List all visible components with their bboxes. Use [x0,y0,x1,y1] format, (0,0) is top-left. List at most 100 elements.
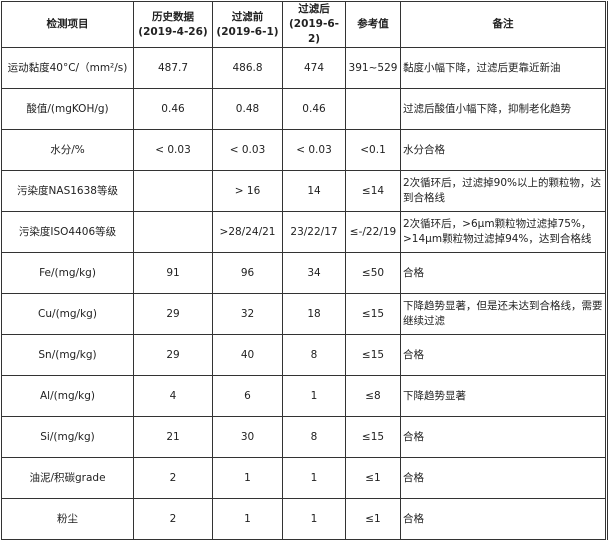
cell-note: 水分合格 [400,129,607,171]
table-row: Cu/(mg/kg) 29 32 18 ≤15 下降趋势显著，但是还未达到合格线，需要继续… [1,293,607,335]
column-header-line: 参考值 [357,18,389,30]
cell-before: 30 [212,416,283,458]
cell-after: 8 [282,416,346,458]
column-header-line: 历史数据 [152,10,194,23]
table-row: Si/(mg/kg) 21 30 8 ≤15 合格 [1,416,607,458]
cell-note: 下降趋势显著 [400,375,607,417]
cell-before: 32 [212,293,283,335]
column-header-line: 备注 [492,18,514,30]
cell-reference: ≤15 [345,293,401,335]
column-header-line: 过滤后 [298,3,330,15]
cell-history: 487.7 [133,47,213,89]
cell-history: 29 [133,334,213,376]
table-row: 酸值/(mgKOH/g) 0.46 0.48 0.46 过滤后酸值小幅下降，抑制老化趋势 [1,88,607,130]
cell-reference: ≤50 [345,252,401,294]
cell-before: > 16 [212,170,283,212]
column-header-item: 检测项目 [1,1,134,48]
cell-reference: ≤14 [345,170,401,212]
table-row: 运动黏度40°C/（mm²/s) 487.7 486.8 474 391~529 黏度小幅… [1,47,607,89]
cell-history: 0.46 [133,88,213,130]
cell-history: 2 [133,457,213,499]
cell-item: 粉尘 [1,498,134,540]
cell-after: 1 [282,498,346,540]
cell-note: 合格 [400,252,607,294]
cell-reference: ≤15 [345,416,401,458]
cell-after: 34 [282,252,346,294]
table-body: 运动黏度40°C/（mm²/s) 487.7 486.8 474 391~529 黏度小幅… [1,47,607,540]
cell-note: 过滤后酸值小幅下降，抑制老化趋势 [400,88,607,130]
cell-before: 1 [212,457,283,499]
table-row: 粉尘 2 1 1 ≤1 合格 [1,498,607,540]
cell-after: < 0.03 [282,129,346,171]
cell-reference: ≤8 [345,375,401,417]
cell-after: 1 [282,457,346,499]
cell-history: < 0.03 [133,129,213,171]
cell-before: 96 [212,252,283,294]
cell-history: 91 [133,252,213,294]
cell-item: Sn/(mg/kg) [1,334,134,376]
header-row: 检测项目 历史数据 (2019-4-26) 过滤前 (2019-6-1) 过滤后 (2019… [1,1,607,48]
cell-note: 合格 [400,498,607,540]
column-header-reference: 参考值 [345,1,401,48]
cell-before: < 0.03 [212,129,283,171]
cell-before: >28/24/21 [212,211,283,253]
column-header-history: 历史数据 (2019-4-26) [133,1,213,48]
table-row: Sn/(mg/kg) 29 40 8 ≤15 合格 [1,334,607,376]
column-header-line: (2019-4-26) [138,25,208,38]
cell-item: Si/(mg/kg) [1,416,134,458]
cell-before: 6 [212,375,283,417]
table-row: 油泥/积碳grade 2 1 1 ≤1 合格 [1,457,607,499]
table-row: 水分/% < 0.03 < 0.03 < 0.03 <0.1 水分合格 [1,129,607,171]
cell-item: 水分/% [1,129,134,171]
cell-item: Cu/(mg/kg) [1,293,134,335]
cell-before: 0.48 [212,88,283,130]
cell-note: 合格 [400,457,607,499]
cell-reference: <0.1 [345,129,401,171]
cell-history: 29 [133,293,213,335]
cell-note: 下降趋势显著，但是还未达到合格线，需要继续过滤 [400,293,607,335]
cell-after: 8 [282,334,346,376]
cell-note: 2次循环后，>6μm颗粒物过滤掉75%，>14μm颗粒物过滤掉94%，达到合格线 [400,211,607,253]
table-row: 污染度NAS1638等级 > 16 14 ≤14 2次循环后，过滤掉90%以上的颗粒物，… [1,170,607,212]
cell-before: 486.8 [212,47,283,89]
cell-history [133,211,213,253]
cell-after: 18 [282,293,346,335]
cell-reference: 391~529 [345,47,401,89]
column-header-before: 过滤前 (2019-6-1) [212,1,283,48]
cell-note: 合格 [400,416,607,458]
table-row: Fe/(mg/kg) 91 96 34 ≤50 合格 [1,252,607,294]
cell-after: 1 [282,375,346,417]
column-header-after: 过滤后 (2019-6-2) [282,1,346,48]
column-header-line: 过滤前 [231,10,264,23]
cell-note: 黏度小幅下降，过滤后更靠近新油 [400,47,607,89]
cell-after: 474 [282,47,346,89]
cell-reference: ≤1 [345,457,401,499]
cell-item: Al/(mg/kg) [1,375,134,417]
cell-after: 23/22/17 [282,211,346,253]
cell-after: 0.46 [282,88,346,130]
cell-note: 合格 [400,334,607,376]
cell-history: 21 [133,416,213,458]
cell-item: 污染度NAS1638等级 [1,170,134,212]
cell-item: 污染度ISO4406等级 [1,211,134,253]
cell-after: 14 [282,170,346,212]
column-header-line: (2019-6-1) [216,25,279,38]
cell-note: 2次循环后，过滤掉90%以上的颗粒物，达到合格线 [400,170,607,212]
cell-item: Fe/(mg/kg) [1,252,134,294]
table-row: 污染度ISO4406等级 >28/24/21 23/22/17 ≤-/22/19 2次循… [1,211,607,253]
table-row: Al/(mg/kg) 4 6 1 ≤8 下降趋势显著 [1,375,607,417]
cell-before: 40 [212,334,283,376]
cell-history [133,170,213,212]
column-header-line: (2019-6-2) [288,18,340,45]
column-header-note: 备注 [400,1,607,48]
cell-item: 酸值/(mgKOH/g) [1,88,134,130]
cell-reference: ≤15 [345,334,401,376]
cell-item: 油泥/积碳grade [1,457,134,499]
cell-reference: ≤1 [345,498,401,540]
cell-item: 运动黏度40°C/（mm²/s) [1,47,134,89]
cell-reference [345,88,401,130]
cell-history: 4 [133,375,213,417]
cell-reference: ≤-/22/19 [345,211,401,253]
cell-before: 1 [212,498,283,540]
